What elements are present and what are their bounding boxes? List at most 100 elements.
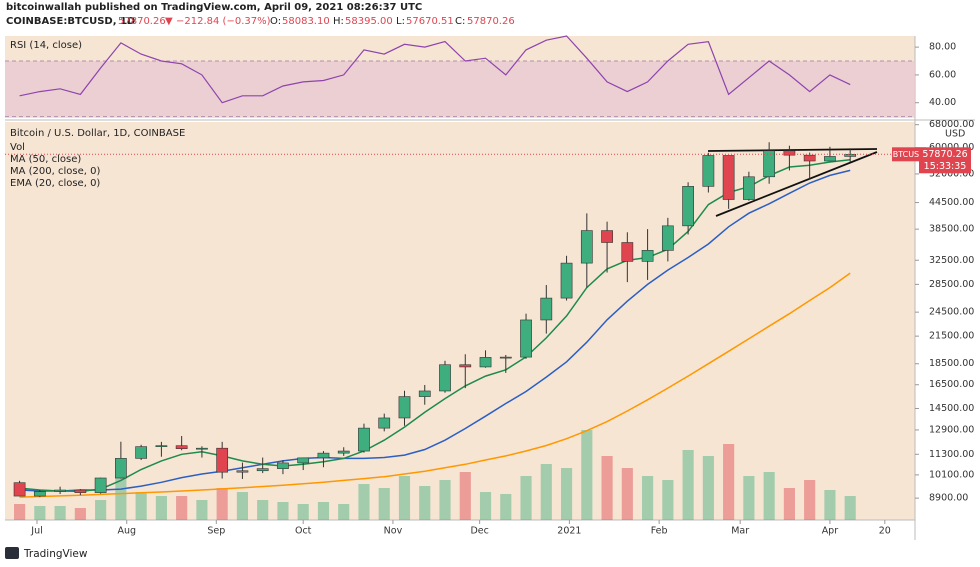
brand: TradingView (23, 548, 88, 560)
candle-body (337, 450, 350, 454)
candle-body (641, 250, 654, 262)
y-tick-label: 24500.00 (929, 307, 974, 318)
candle-body (560, 262, 573, 299)
symbol-tag (892, 147, 926, 162)
volume-bar (581, 430, 593, 520)
y-tick-label: 11300.00 (929, 449, 974, 460)
price-pane (5, 122, 915, 520)
candle-body (216, 447, 229, 473)
trendline-upper (707, 148, 878, 152)
change-arrow: ▼ (165, 16, 173, 27)
candle-body (682, 186, 694, 227)
candle-body (499, 356, 512, 359)
y-tick-label: 60.00 (929, 69, 956, 80)
rsi-line (19, 35, 851, 104)
indicator-line (19, 158, 851, 493)
y-tick-label: 10100.00 (929, 469, 974, 480)
volume-bar (236, 492, 248, 520)
x-tick-label: Jul (30, 526, 42, 537)
volume-bar (115, 476, 127, 520)
y-tick-label: 68000.00 (929, 119, 974, 130)
open-value: 58083.10 (282, 16, 330, 27)
candle-body (520, 319, 532, 358)
y-tick-label: 40.00 (929, 97, 956, 108)
y-tick-label: 8900.00 (929, 493, 968, 504)
candle-body (763, 150, 776, 178)
candle-body (236, 470, 249, 473)
volume-bar (54, 506, 66, 520)
candle-body (135, 446, 148, 459)
volume-bar (642, 476, 654, 520)
candle-body (844, 154, 857, 157)
volume-bar (216, 488, 228, 520)
candle-body (743, 176, 755, 200)
volume-bar (176, 496, 188, 520)
trendline-lower (715, 151, 878, 217)
volume-bar (419, 486, 431, 520)
candle-body (540, 297, 553, 321)
volume-bar (155, 496, 167, 520)
high-value: 58395.00 (345, 16, 393, 27)
volume-bar (662, 480, 674, 520)
indicator-line (19, 169, 851, 492)
candle-body (702, 155, 715, 187)
x-tick-label: Oct (295, 526, 312, 537)
volume-bar (723, 444, 735, 520)
candle-body (479, 357, 492, 368)
x-tick-label: Feb (651, 526, 668, 537)
x-tick-label: Sep (207, 526, 225, 537)
x-tick-label: Apr (822, 526, 839, 537)
volume-bar (358, 484, 370, 520)
y-tick-label: 52000.00 (929, 168, 974, 179)
volume-bar (196, 500, 208, 520)
candle-body (459, 364, 472, 368)
legend-entry: MA (200, close, 0) (10, 166, 100, 177)
candle-body (175, 445, 188, 449)
candle-body (722, 155, 735, 200)
candle-body (13, 482, 26, 497)
candle-body (317, 452, 330, 459)
candle-body (155, 445, 168, 447)
y-tick-label: 32500.00 (929, 255, 974, 266)
candle-body (358, 427, 370, 452)
legend-entry: EMA (20, close, 0) (10, 178, 100, 189)
close-value: 57870.26 (467, 16, 515, 27)
y-tick-label: 16500.00 (929, 379, 974, 390)
volume-bar (783, 488, 795, 520)
volume-bar (743, 476, 755, 520)
low-label: L: (396, 16, 405, 27)
candle-body (580, 230, 593, 264)
symbol: COINBASE:BTCUSD, 1D (6, 16, 135, 27)
volume-bar (135, 492, 147, 520)
volume-bar (601, 456, 613, 520)
y-tick-label: 14500.00 (929, 403, 974, 414)
volume-bar (95, 500, 107, 520)
x-tick-label: Mar (731, 526, 749, 537)
volume-bar (277, 502, 289, 520)
high-label: H: (333, 16, 344, 27)
volume-bar (479, 492, 492, 520)
publisher: bitcoinwallah published on TradingView.c… (6, 2, 422, 13)
candle-body (378, 417, 391, 429)
candle-body (94, 477, 107, 493)
price-tag (919, 147, 971, 174)
close-label: C: (455, 16, 465, 27)
volume-bar (844, 496, 856, 520)
y-unit: USD (945, 129, 965, 140)
volume-bar (682, 450, 694, 520)
candle-body (297, 457, 310, 464)
change: −212.84 (−0.37%) (176, 16, 271, 27)
volume-bar (824, 490, 836, 520)
volume-bar (621, 468, 633, 520)
volume-bar (804, 480, 816, 520)
volume-bar (257, 500, 269, 520)
candle-body (33, 491, 46, 497)
x-tick-label: Nov (384, 526, 403, 537)
footer-logo: TradingView (5, 547, 88, 560)
legend-entry: Vol (10, 142, 25, 153)
volume-bar (74, 508, 86, 520)
x-tick-label: 2021 (557, 526, 581, 537)
volume-bar (398, 476, 411, 520)
volume-bar (14, 504, 26, 520)
